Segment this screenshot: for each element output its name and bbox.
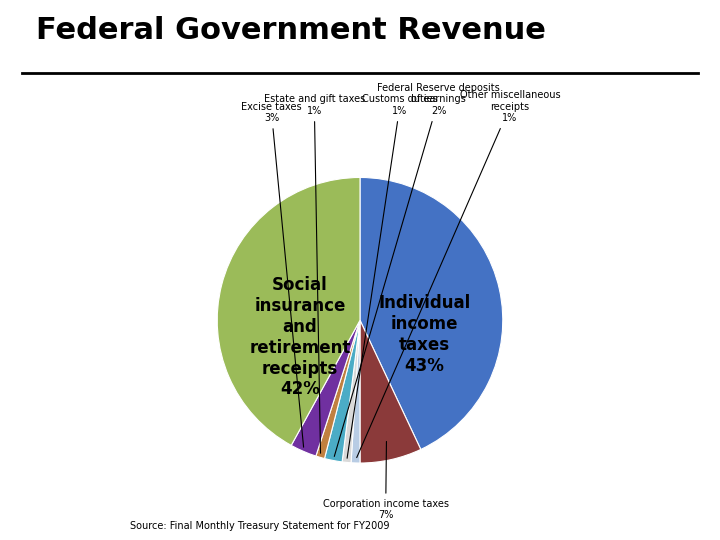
Text: Corporation income taxes
7%: Corporation income taxes 7% [323, 442, 449, 521]
Wedge shape [360, 178, 503, 449]
Wedge shape [316, 320, 360, 458]
Wedge shape [217, 178, 360, 446]
Wedge shape [325, 320, 360, 462]
Wedge shape [291, 320, 360, 456]
Text: Source: Final Monthly Treasury Statement for FY2009: Source: Final Monthly Treasury Statement… [130, 521, 389, 531]
Wedge shape [342, 320, 360, 463]
Text: Customs duties
1%: Customs duties 1% [347, 94, 438, 458]
Wedge shape [360, 320, 420, 463]
Text: Federal Reserve deposits
of earnings
2%: Federal Reserve deposits of earnings 2% [334, 83, 500, 456]
Text: Estate and gift taxes
1%: Estate and gift taxes 1% [264, 94, 365, 453]
Text: Social
insurance
and
retirement
receipts
42%: Social insurance and retirement receipts… [249, 276, 351, 399]
Text: Individual
income
taxes
43%: Individual income taxes 43% [378, 294, 470, 375]
Text: Federal Government Revenue: Federal Government Revenue [36, 16, 546, 45]
Text: Excise taxes
3%: Excise taxes 3% [241, 102, 304, 447]
Text: Other miscellaneous
receipts
1%: Other miscellaneous receipts 1% [356, 90, 560, 457]
Wedge shape [351, 320, 360, 463]
